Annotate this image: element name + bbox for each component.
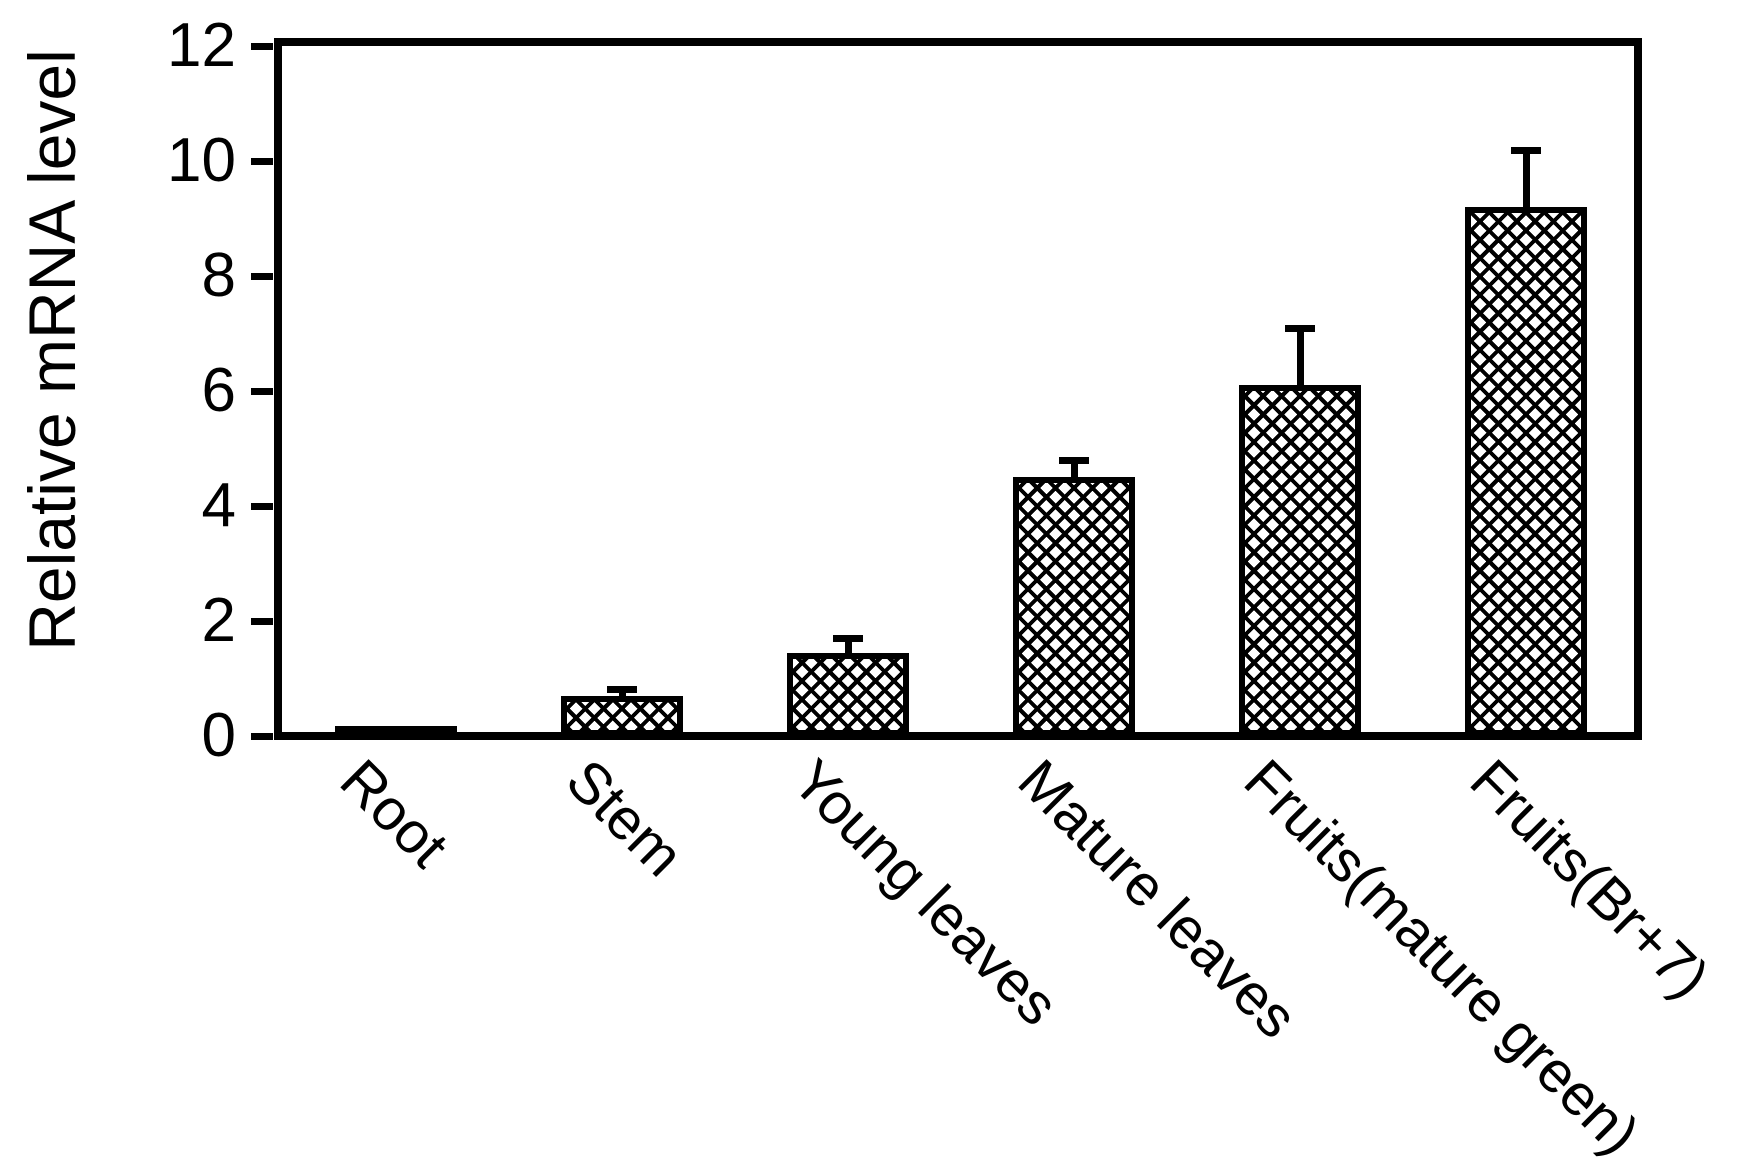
y-axis-tick <box>251 617 273 625</box>
bar-mature-leaves <box>1013 477 1135 736</box>
y-axis-tick <box>251 157 273 165</box>
error-bar-cap <box>1285 324 1315 332</box>
error-bar-stem <box>844 638 852 653</box>
y-axis-tick-label: 6 <box>201 356 236 425</box>
bar-fruits-mature-green <box>1239 385 1361 736</box>
y-axis-tick <box>251 387 273 395</box>
y-axis-tick-label: 2 <box>201 586 236 655</box>
y-axis-tick <box>251 732 273 740</box>
y-axis-tick-label: 4 <box>201 471 236 540</box>
x-axis-label: Fruits(mature green) <box>1231 747 1652 1167</box>
y-axis-tick-label: 8 <box>201 241 236 310</box>
error-bar-stem <box>1522 149 1530 207</box>
y-axis-tick <box>251 42 273 50</box>
y-axis-tick <box>251 502 273 510</box>
y-axis-tick-label: 10 <box>167 126 236 195</box>
error-bar-cap <box>1511 146 1541 154</box>
bar-young-leaves <box>787 653 909 736</box>
bar-stem <box>561 696 683 736</box>
error-bar-cap <box>1059 457 1089 464</box>
plot-area <box>274 38 1642 740</box>
error-bar-stem <box>1296 327 1304 385</box>
y-axis-title: Relative mRNA level <box>15 49 89 651</box>
bar-fruits-br-7 <box>1465 207 1587 736</box>
y-axis-tick-label: 12 <box>167 11 236 80</box>
x-axis-label: Root <box>327 747 461 880</box>
x-axis-label: Stem <box>553 747 696 889</box>
bar-root <box>335 726 457 738</box>
error-bar-cap <box>833 635 863 643</box>
error-bar-cap <box>607 685 637 693</box>
error-bar-stem <box>1070 460 1078 477</box>
y-axis-tick <box>251 272 273 280</box>
y-axis-tick-label: 0 <box>201 701 236 770</box>
